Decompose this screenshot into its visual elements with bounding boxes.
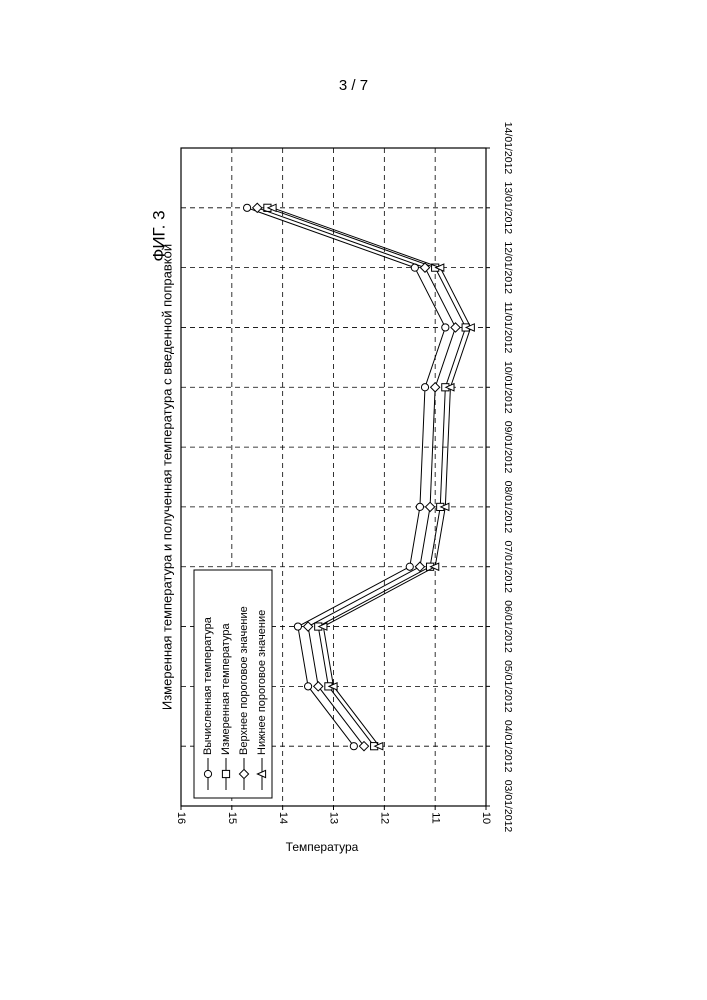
date-tick-label: 08/01/2012 — [502, 481, 514, 534]
legend-label: Измеренная температура — [220, 623, 232, 755]
chart-legend: Вычисленная температура Измеренная темпер… — [194, 570, 272, 798]
date-tick-label: 13/01/2012 — [502, 182, 514, 235]
series-circle — [243, 204, 448, 750]
value-tick-label: 15 — [226, 812, 238, 824]
data-point — [350, 743, 357, 750]
data-point — [243, 204, 250, 211]
legend-label: Верхнее пороговое значение — [238, 606, 250, 755]
data-point — [314, 682, 323, 691]
chart-series — [243, 203, 474, 751]
data-point — [406, 563, 413, 570]
figure-label: ФИГ. 3 — [149, 210, 168, 261]
series-triangle — [268, 204, 474, 750]
date-tick-label: 05/01/2012 — [502, 660, 514, 713]
legend-marker — [204, 770, 211, 777]
date-tick-label: 07/01/2012 — [502, 540, 514, 593]
axis-label: Температура — [286, 840, 359, 854]
value-tick-label: 11 — [429, 812, 441, 823]
legend-label: Вычисленная температура — [202, 616, 214, 755]
data-point — [431, 383, 440, 392]
date-tick-label: 10/01/2012 — [502, 361, 514, 414]
data-point — [304, 683, 311, 690]
value-tick-label: 13 — [328, 812, 340, 824]
series-diamond — [253, 203, 460, 751]
date-tick-label: 04/01/2012 — [502, 720, 514, 773]
value-tick-label: 14 — [277, 812, 289, 824]
data-point — [442, 324, 449, 331]
date-tick-label: 12/01/2012 — [502, 241, 514, 294]
series-line — [273, 208, 471, 746]
data-point — [253, 203, 262, 212]
data-point — [294, 623, 301, 630]
data-point — [421, 384, 428, 391]
date-tick-label: 11/01/2012 — [502, 302, 514, 354]
data-point — [416, 503, 423, 510]
series-line — [247, 208, 445, 746]
date-tick-label: 03/01/2012 — [502, 780, 514, 833]
legend-label: Нижнее пороговое значение — [256, 610, 268, 755]
legend-marker — [222, 770, 229, 777]
value-tick-label: 10 — [480, 812, 492, 824]
data-point — [425, 502, 434, 511]
data-point — [451, 323, 460, 332]
date-tick-label: 14/01/2012 — [502, 122, 514, 175]
value-tick-label: 12 — [378, 812, 390, 824]
series-square — [264, 204, 469, 750]
value-tick-label: 16 — [175, 812, 187, 824]
date-tick-label: 06/01/2012 — [502, 600, 514, 653]
data-point — [359, 742, 368, 751]
date-tick-label: 09/01/2012 — [502, 421, 514, 474]
data-point — [420, 263, 429, 272]
chart-title: Измеренная температура и полученная темп… — [159, 244, 174, 710]
